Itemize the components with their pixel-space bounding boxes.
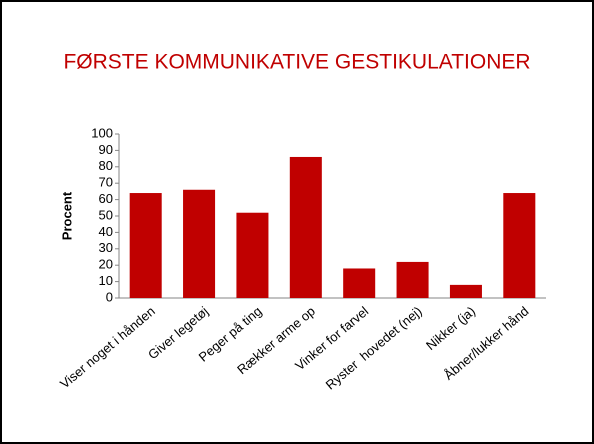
bar — [449, 284, 482, 298]
bar — [129, 193, 162, 298]
bar — [343, 268, 376, 298]
y-tick-label: 40 — [99, 224, 113, 239]
chart-title: FØRSTE KOMMUNIKATIVE GESTIKULATIONER — [63, 51, 530, 74]
y-tick-label: 0 — [106, 289, 113, 304]
y-tick-label: 90 — [99, 142, 113, 157]
y-axis-label: Procent — [59, 191, 74, 240]
bar — [236, 212, 269, 298]
y-tick-label: 30 — [99, 240, 113, 255]
y-tick-label: 70 — [99, 175, 113, 190]
bar — [183, 189, 216, 298]
y-tick-label: 50 — [99, 207, 113, 222]
y-tick-label: 100 — [91, 125, 113, 140]
y-tick-label: 10 — [99, 273, 113, 288]
y-tick-label: 80 — [99, 158, 113, 173]
bar — [396, 261, 429, 298]
y-tick-label: 60 — [99, 191, 113, 206]
bar — [289, 156, 322, 298]
bar — [503, 193, 536, 298]
y-tick-label: 20 — [99, 257, 113, 272]
